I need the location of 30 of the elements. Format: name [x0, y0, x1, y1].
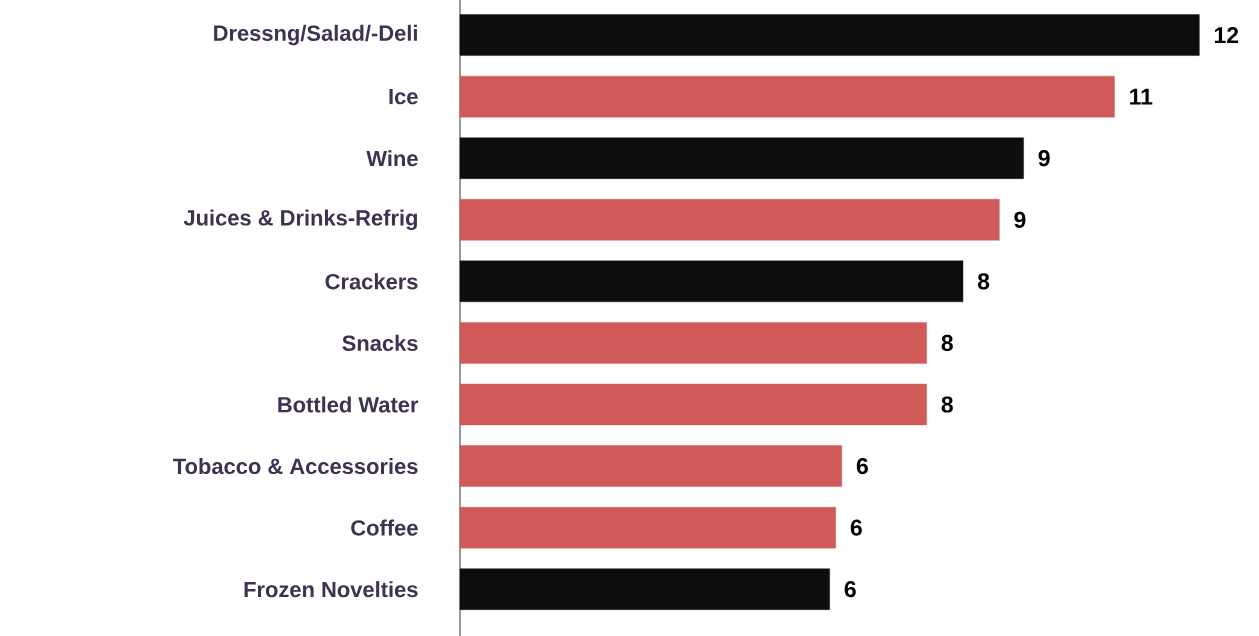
- bar: [459, 14, 1200, 56]
- bar: [459, 260, 964, 303]
- data-label: 11: [1130, 88, 1153, 105]
- bar: [459, 75, 1115, 118]
- data-label: 8: [941, 334, 953, 352]
- y-tick-label: Ice: [389, 89, 418, 105]
- bar: [459, 568, 830, 610]
- y-tick-label: Crackers: [325, 273, 418, 290]
- y-tick-label: Frozen Novelties: [244, 581, 418, 598]
- data-label: 6: [856, 457, 868, 475]
- data-label: 9: [1014, 211, 1026, 228]
- y-tick-label: Coffee: [351, 519, 418, 536]
- data-label: 8: [977, 273, 990, 290]
- data-label: 9: [1038, 150, 1050, 167]
- bar: [459, 383, 927, 426]
- bar: [459, 506, 836, 549]
- data-label: 8: [941, 396, 953, 413]
- bar: [459, 322, 927, 364]
- bar: [459, 445, 842, 487]
- data-label: 12: [1214, 27, 1239, 44]
- data-label: 6: [850, 519, 862, 536]
- y-tick-label: Snacks: [342, 334, 418, 351]
- y-tick-label: Tobacco & Accessories: [173, 458, 418, 475]
- y-tick-label: Dressng/Salad/-Deli: [214, 24, 417, 46]
- bar: [459, 137, 1024, 179]
- y-tick-label: Juices & Drinks-Refrig: [183, 209, 417, 231]
- y-tick-label: Bottled Water: [278, 396, 419, 413]
- bar: [459, 199, 1000, 241]
- y-tick-label: Wine: [366, 150, 418, 167]
- data-label: 6: [844, 581, 856, 598]
